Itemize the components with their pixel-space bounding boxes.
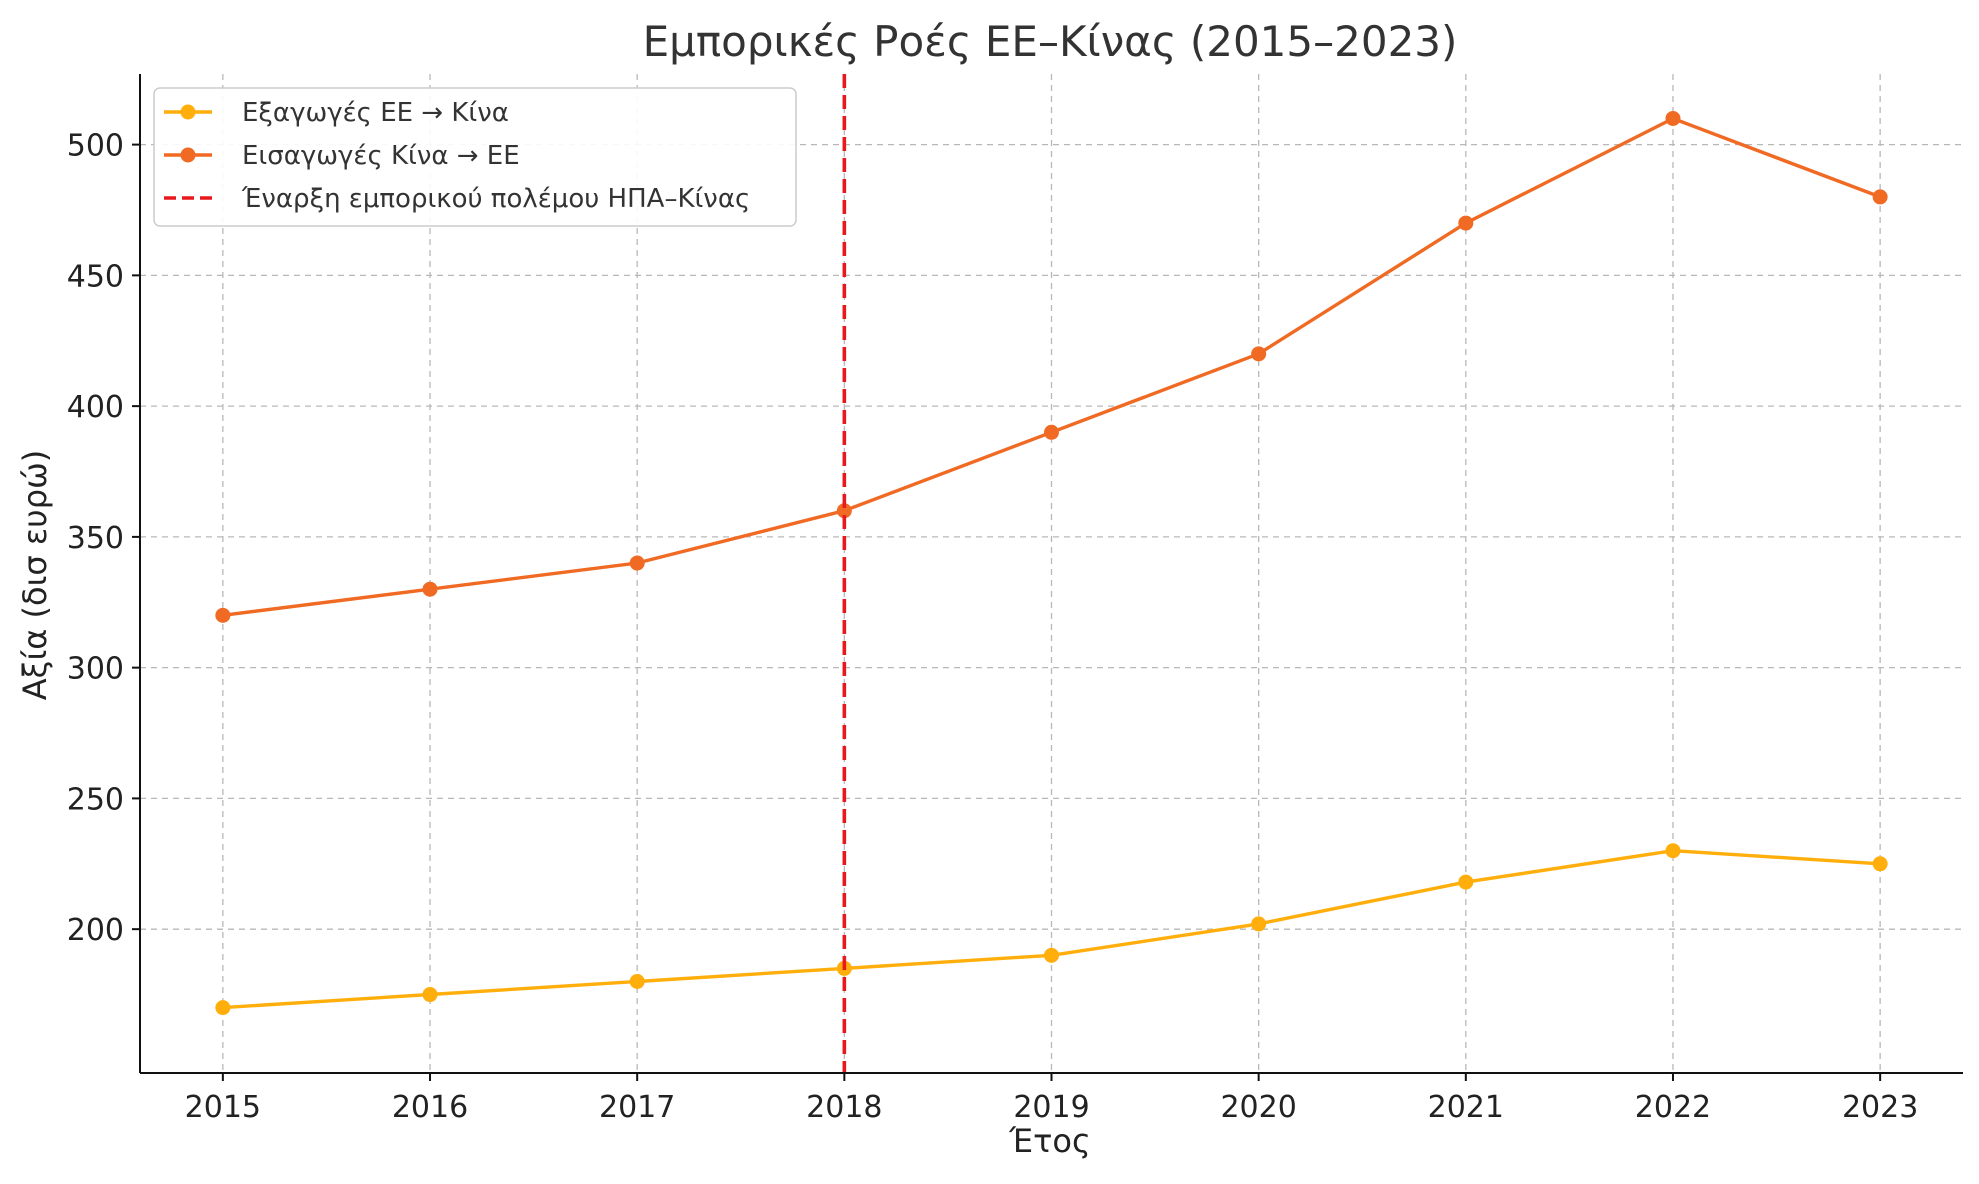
series-1-point-2023 [1872, 856, 1888, 872]
y-axis-label: Αξία (δισ ευρώ) [16, 450, 54, 701]
series-2-point-2017 [629, 555, 645, 571]
x-tick-label: 2022 [1635, 1090, 1711, 1125]
series-layer [215, 74, 1888, 1073]
series-2-point-2016 [422, 581, 438, 597]
series-2-point-2022 [1665, 110, 1681, 126]
y-tick-label: 400 [67, 390, 124, 425]
x-axis-label: Έτος [1008, 1122, 1091, 1160]
series-1-point-2022 [1665, 843, 1681, 859]
series-2-point-2015 [215, 607, 231, 623]
legend: Εξαγωγές ΕΕ → Κίνα Εισαγωγές Κίνα → ΕΕ Ένα… [153, 87, 797, 227]
y-tick-label: 500 [67, 129, 124, 164]
y-tick-label: 250 [67, 782, 124, 817]
y-tick-label: 450 [67, 259, 124, 294]
chart-title: Εμπορικές Ροές ΕΕ–Κίνας (2015–2023) [643, 17, 1458, 66]
x-tick-label: 2016 [392, 1090, 468, 1125]
axes: 2015 2016 2017 2018 2019 2020 2021 2022 2023 200 2… [67, 74, 1963, 1125]
grid [140, 74, 1963, 1073]
legend-swatch-marker-2 [180, 147, 196, 163]
y-tick-label: 350 [67, 521, 124, 556]
series-1-point-2019 [1044, 947, 1059, 963]
x-tick-label: 2020 [1220, 1090, 1296, 1125]
x-tick-label: 2017 [599, 1090, 675, 1125]
x-tick-label: 2015 [185, 1090, 261, 1125]
legend-swatch-marker-1 [180, 104, 196, 120]
y-tick-label: 200 [67, 913, 124, 948]
series-2-point-2018 [836, 503, 852, 519]
series-1-point-2016 [422, 987, 438, 1003]
series-1-point-2020 [1251, 916, 1267, 932]
legend-label: Εισαγωγές Κίνα → ΕΕ [242, 141, 520, 171]
series-1-point-2015 [215, 1000, 231, 1016]
series-1-point-2017 [629, 973, 645, 989]
x-tick-label: 2023 [1842, 1090, 1918, 1125]
series-2-point-2020 [1251, 346, 1267, 362]
legend-label: Εξαγωγές ΕΕ → Κίνα [242, 98, 509, 128]
x-tick-label: 2021 [1428, 1090, 1504, 1125]
series-2-point-2021 [1458, 215, 1474, 231]
legend-label: Έναρξη εμπορικού πολέμου ΗΠΑ–Κίνας [241, 184, 750, 214]
series-1-point-2021 [1458, 874, 1474, 890]
y-tick-label: 300 [67, 652, 124, 687]
x-tick-label: 2018 [806, 1090, 882, 1125]
legend-box [153, 87, 797, 227]
series-2-point-2023 [1872, 189, 1888, 205]
series-2-point-2019 [1044, 424, 1059, 440]
x-tick-label: 2019 [1013, 1090, 1089, 1125]
